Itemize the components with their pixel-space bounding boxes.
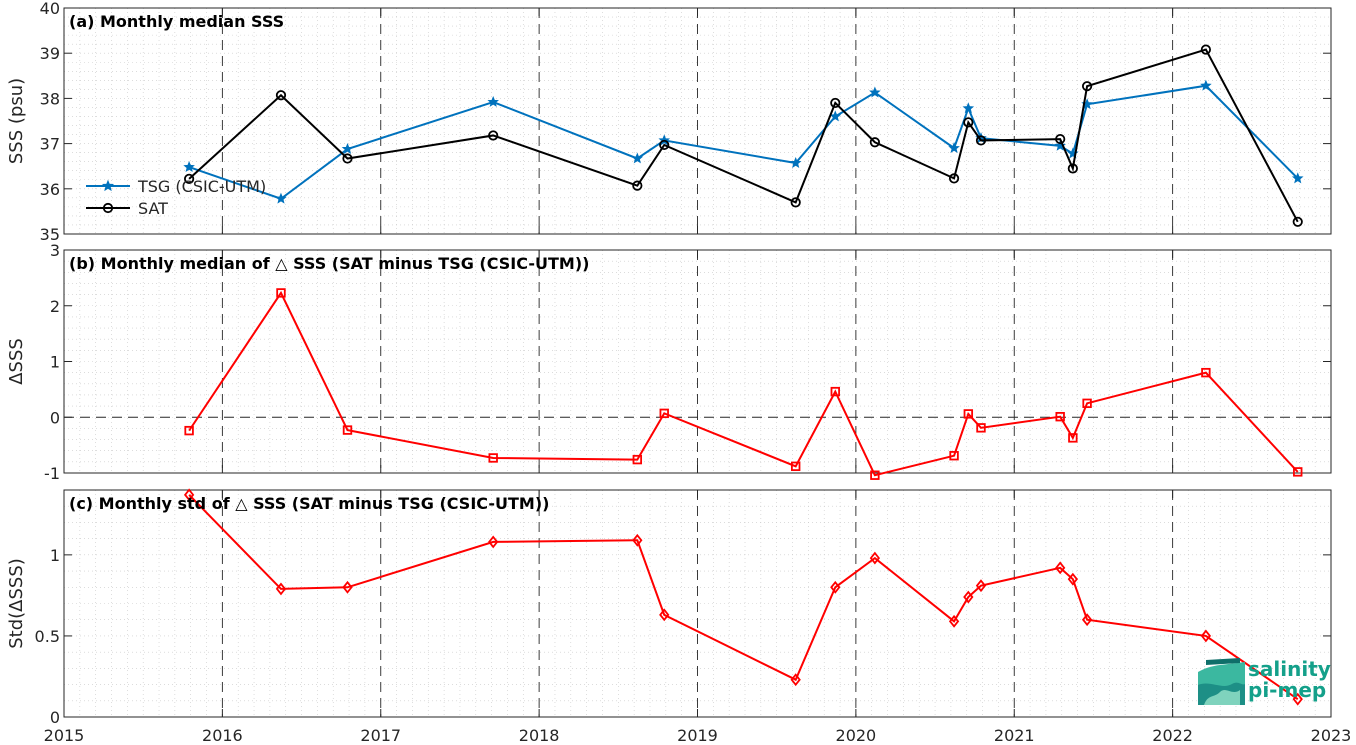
logo-text-line2: pi-mep <box>1248 678 1326 702</box>
x-tick-label: 2016 <box>202 726 243 745</box>
panel-title: (c) Monthly std of △ SSS (SAT minus TSG … <box>69 494 549 513</box>
x-tick-label: 2017 <box>360 726 401 745</box>
y-axis-label: ΔSSS <box>6 338 27 385</box>
y-axis-label: SSS (psu) <box>6 78 27 164</box>
x-tick-label: 2020 <box>836 726 877 745</box>
y-tick-label: 40 <box>40 0 60 18</box>
x-tick-label: 2022 <box>1152 726 1193 745</box>
x-tick-label: 2019 <box>677 726 718 745</box>
y-tick-label: 2 <box>50 297 60 316</box>
y-tick-label: 39 <box>40 44 60 63</box>
y-tick-label: 3 <box>50 241 60 260</box>
y-axis-label: Std(ΔSSS) <box>6 558 27 649</box>
y-tick-label: 1 <box>50 353 60 372</box>
x-tick-label: 2015 <box>44 726 85 745</box>
panel-title: (b) Monthly median of △ SSS (SAT minus T… <box>69 254 589 273</box>
y-tick-label: 0 <box>50 408 60 427</box>
y-tick-label: 38 <box>40 89 60 108</box>
y-tick-label: 36 <box>40 180 60 199</box>
x-tick-label: 2023 <box>1311 726 1352 745</box>
legend-label: SAT <box>138 199 168 218</box>
x-tick-label: 2021 <box>994 726 1035 745</box>
y-tick-label: 1 <box>50 546 60 565</box>
y-tick-label: 0 <box>50 708 60 727</box>
panel-title: (a) Monthly median SSS <box>69 12 284 31</box>
salinity-pi-mep-logo: salinity pi-mep <box>1198 657 1331 705</box>
x-tick-label: 2018 <box>519 726 560 745</box>
y-tick-label: 0.5 <box>35 627 60 646</box>
legend-label: TSG (CSIC-UTM) <box>137 177 266 196</box>
y-tick-label: 37 <box>40 135 60 154</box>
y-tick-label: -1 <box>44 464 60 483</box>
